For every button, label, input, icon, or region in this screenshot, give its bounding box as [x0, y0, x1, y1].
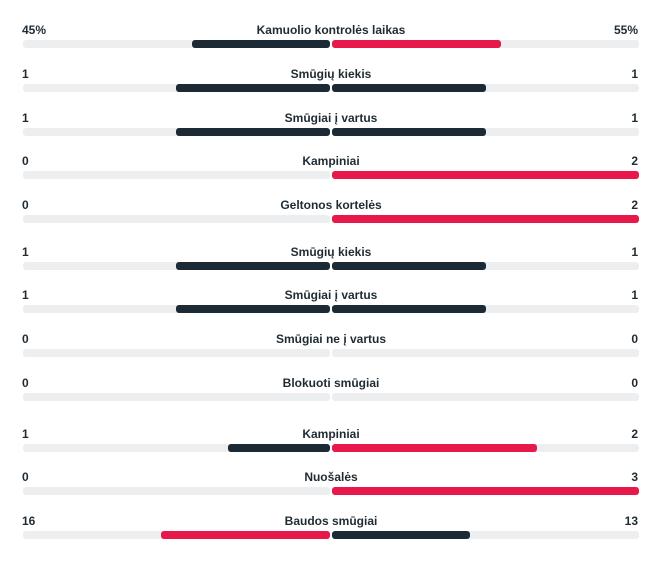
home-bar-track [23, 84, 330, 92]
away-value: 2 [631, 198, 638, 212]
away-bar-fill [332, 215, 639, 223]
home-value: 1 [22, 427, 29, 441]
away-value: 1 [631, 245, 638, 259]
away-bar-track [332, 531, 639, 539]
home-value: 1 [22, 111, 29, 125]
home-value: 1 [22, 245, 29, 259]
away-bar-track [332, 171, 639, 179]
stat-label: Smūgiai į vartus [284, 288, 378, 302]
away-bar-track [332, 84, 639, 92]
home-bar-track [23, 171, 330, 179]
home-bar-fill [176, 262, 330, 270]
home-value: 0 [22, 470, 29, 484]
stat-row: 0 Geltonos kortelės 2 [0, 198, 662, 228]
away-bar-track [332, 444, 639, 452]
stat-label: Baudos smūgiai [284, 514, 378, 528]
away-bar-track [332, 262, 639, 270]
away-value: 55% [613, 23, 638, 37]
stat-row: 1 Smūgiai į vartus 1 [0, 288, 662, 318]
stat-label: Smūgiai į vartus [284, 111, 378, 125]
away-bar-fill [332, 40, 501, 48]
home-bar-fill [176, 305, 330, 313]
home-bar-track [23, 305, 330, 313]
stat-label: Geltonos kortelės [280, 198, 382, 212]
stat-row: 0 Nuošalės 3 [0, 470, 662, 500]
away-bar-track [332, 393, 639, 401]
away-value: 13 [624, 514, 638, 528]
home-bar-fill [192, 40, 330, 48]
stat-row: 16 Baudos smūgiai 13 [0, 514, 662, 544]
home-value: 0 [22, 332, 29, 346]
home-bar-fill [176, 128, 330, 136]
away-bar-fill [332, 487, 639, 495]
stat-label: Smūgių kiekis [290, 245, 372, 259]
stat-row: 1 Smūgių kiekis 1 [0, 67, 662, 97]
home-value: 0 [22, 376, 29, 390]
stat-row: 0 Kampiniai 2 [0, 154, 662, 184]
away-bar-fill [332, 128, 486, 136]
away-value: 1 [631, 67, 638, 81]
away-bar-fill [332, 444, 537, 452]
away-value: 1 [631, 288, 638, 302]
stat-label: Blokuoti smūgiai [282, 376, 380, 390]
stat-row: 0 Blokuoti smūgiai 0 [0, 376, 662, 406]
away-bar-fill [332, 262, 486, 270]
away-bar-track [332, 215, 639, 223]
away-bar-fill [332, 531, 470, 539]
home-value: 0 [22, 154, 29, 168]
away-value: 1 [631, 111, 638, 125]
away-bar-track [332, 305, 639, 313]
away-bar-track [332, 349, 639, 357]
stat-label: Kampiniai [302, 427, 360, 441]
away-value: 0 [631, 376, 638, 390]
home-bar-track [23, 40, 330, 48]
home-bar-track [23, 128, 330, 136]
home-bar-track [23, 487, 330, 495]
stat-row: 0 Smūgiai ne į vartus 0 [0, 332, 662, 362]
away-bar-track [332, 128, 639, 136]
home-value: 16 [22, 514, 36, 528]
stat-row: 45% Kamuolio kontrolės laikas 55% [0, 23, 662, 53]
home-value: 0 [22, 198, 29, 212]
away-bar-track [332, 487, 639, 495]
home-bar-track [23, 393, 330, 401]
stat-label: Kamuolio kontrolės laikas [256, 23, 406, 37]
away-value: 3 [631, 470, 638, 484]
home-value: 45% [22, 23, 47, 37]
away-bar-track [332, 40, 639, 48]
away-bar-fill [332, 171, 639, 179]
home-value: 1 [22, 67, 29, 81]
away-value: 0 [631, 332, 638, 346]
stat-label: Smūgiai ne į vartus [275, 332, 387, 346]
stat-row: 1 Smūgiai į vartus 1 [0, 111, 662, 141]
home-bar-track [23, 262, 330, 270]
away-bar-fill [332, 84, 486, 92]
home-bar-track [23, 215, 330, 223]
home-bar-track [23, 444, 330, 452]
away-value: 2 [631, 427, 638, 441]
stat-label: Smūgių kiekis [290, 67, 372, 81]
home-bar-track [23, 349, 330, 357]
stat-label: Nuošalės [304, 470, 358, 484]
home-bar-track [23, 531, 330, 539]
home-bar-fill [228, 444, 330, 452]
home-bar-fill [176, 84, 330, 92]
away-bar-fill [332, 305, 486, 313]
home-value: 1 [22, 288, 29, 302]
stat-label: Kampiniai [302, 154, 360, 168]
home-bar-fill [161, 531, 330, 539]
away-value: 2 [631, 154, 638, 168]
stat-row: 1 Smūgių kiekis 1 [0, 245, 662, 275]
stat-row: 1 Kampiniai 2 [0, 427, 662, 457]
